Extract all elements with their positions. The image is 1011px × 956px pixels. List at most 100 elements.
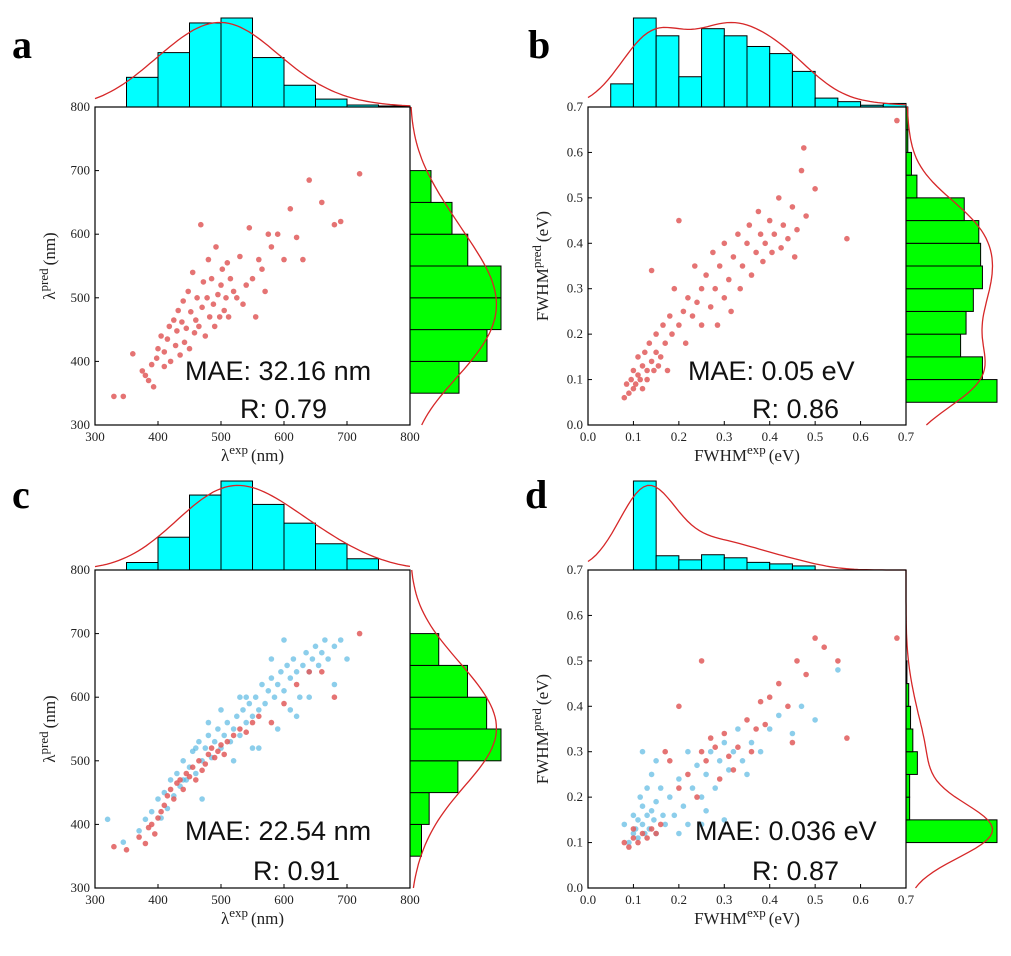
blue-point [252,694,259,700]
red-point [153,355,160,362]
red-point [721,295,728,301]
side-hist-bar [905,174,918,199]
red-point [685,771,691,778]
red-point [635,372,641,378]
blue-point [789,730,796,737]
blue-point [639,748,646,755]
red-point [150,384,157,390]
blue-point [297,694,303,700]
blue-point [249,713,256,720]
scatter-points [111,171,363,400]
red-point [630,835,637,841]
blue-point [281,688,287,694]
y-axis-label-unit: (eV) [533,674,552,705]
blue-point [621,821,628,828]
blue-point [676,830,682,837]
blue-point [726,767,732,773]
blue-point [281,637,287,643]
red-point [680,308,687,315]
red-point [161,802,168,809]
red-point [215,291,221,298]
x-tick-label: 0.3 [716,429,732,444]
x-tick-label: 300 [85,429,105,444]
y-axis-label-main: FWHM [533,268,552,321]
y-tick-label: 0.1 [567,835,583,850]
red-point [657,354,664,360]
side-hist-bar [409,170,432,203]
blue-point [651,817,657,823]
y-axis-label-sup: pred [36,731,51,755]
blue-point [167,777,174,783]
blue-point [660,812,666,819]
blue-point [671,812,678,819]
blue-point [653,798,659,805]
red-point [196,758,202,764]
red-point [186,345,193,352]
red-point [240,301,246,308]
red-point [225,314,232,320]
red-point [785,703,791,710]
side-hist-bar [409,728,502,762]
red-point [639,363,646,369]
red-point [204,295,210,301]
top-hist-bar [126,562,159,571]
red-point [148,821,155,828]
blue-point [680,803,687,809]
y-tick-label: 0.5 [567,653,583,668]
blue-point [142,816,149,823]
red-point [161,349,168,355]
top-hist-bar [746,561,771,571]
blue-point [653,758,659,764]
blue-point [322,637,328,643]
red-point [744,717,750,723]
y-axis-label-unit: (nm) [40,232,59,265]
red-point [632,381,639,387]
top-hist-bar [346,558,379,571]
red-point [186,773,193,780]
red-point [676,703,682,710]
side-hist-bar [905,728,914,753]
red-point [766,217,773,224]
top-hist-bar [126,76,159,108]
red-point [667,758,673,764]
red-point [111,393,117,400]
side-hist-bar [409,760,459,794]
blue-point [721,817,728,823]
blue-point [240,707,246,713]
red-point [635,839,641,846]
blue-point [215,726,221,732]
x-tick-label: 400 [148,429,168,444]
x-axis-label-sup: exp [747,442,766,457]
red-point [894,635,900,641]
top-hist-bar [610,83,634,108]
side-hist-bar [409,329,488,362]
red-point [753,726,759,732]
blue-point [287,707,294,713]
red-point [142,372,149,379]
red-point [676,217,682,224]
red-point [703,758,709,764]
red-point [655,363,662,369]
blue-point [685,821,691,828]
red-point [215,748,221,755]
blue-point [748,739,755,746]
red-point [213,244,219,250]
blue-point [287,675,294,681]
red-point [243,729,249,735]
blue-point [730,748,737,755]
top-hist-bar [678,76,703,108]
red-point [185,288,191,295]
red-point [730,254,737,260]
red-point [662,748,668,755]
red-point [821,644,827,650]
blue-point [271,694,278,700]
x-axis-label-main: λ [221,909,230,928]
red-point [664,367,671,374]
top-hist-bar [315,543,348,571]
red-point [136,834,142,840]
side-hist-bar [905,333,962,358]
r-label: R: 0.91 [253,856,340,886]
red-point [635,354,641,360]
plot-frame [94,569,411,889]
mae-label: MAE: 0.05 eV [688,356,855,386]
